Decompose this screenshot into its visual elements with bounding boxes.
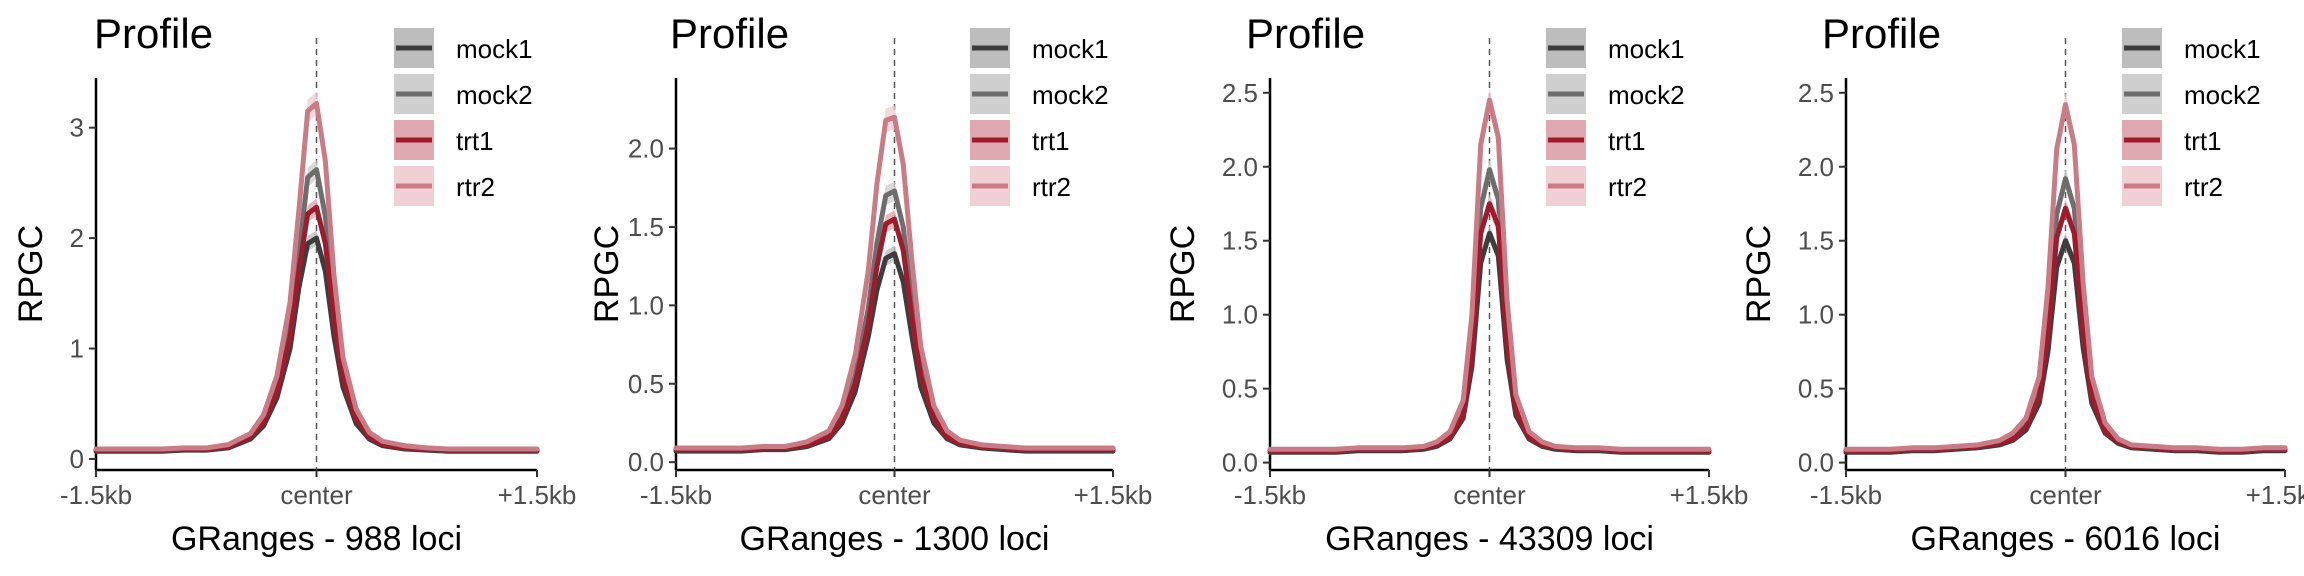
y-axis-label: RPGC bbox=[1740, 225, 1778, 323]
x-tick-label: center bbox=[2029, 480, 2102, 510]
y-axis-label: RPGC bbox=[1164, 225, 1202, 323]
legend-label-mock2: mock2 bbox=[1032, 80, 1109, 110]
legend-label-mock1: mock1 bbox=[1608, 34, 1685, 64]
x-tick-label: -1.5kb bbox=[640, 480, 712, 510]
y-tick-label: 2.0 bbox=[1222, 152, 1258, 182]
y-tick-label: 0.5 bbox=[1222, 374, 1258, 404]
y-tick-label: 1.0 bbox=[1798, 300, 1834, 330]
x-tick-label: +1.5kb bbox=[498, 480, 577, 510]
x-tick-label: center bbox=[1453, 480, 1526, 510]
legend-label-rtr2: rtr2 bbox=[1032, 172, 1071, 202]
legend-label-mock1: mock1 bbox=[2184, 34, 2261, 64]
y-tick-label: 2.0 bbox=[1798, 152, 1834, 182]
series-band-mock1 bbox=[1846, 232, 2285, 455]
legend-label-trt1: trt1 bbox=[1032, 126, 1070, 156]
series-line-rtr2 bbox=[1843, 102, 2288, 452]
y-tick-label: 2.5 bbox=[1222, 78, 1258, 108]
x-tick-label: +1.5kb bbox=[2246, 480, 2304, 510]
y-tick-label: 1.0 bbox=[1222, 300, 1258, 330]
chart-panel-2: Profile 0.0 0.5 1.0 1.5 2.0 -1.5kb center +1.5kb… bbox=[588, 10, 1152, 558]
y-tick-label: 2 bbox=[70, 223, 84, 253]
y-axis-label: RPGC bbox=[12, 225, 50, 323]
y-tick-label: 2.5 bbox=[1798, 78, 1834, 108]
series-line-rtr2 bbox=[1267, 97, 1712, 452]
legend-label-mock2: mock2 bbox=[1608, 80, 1685, 110]
legend-label-trt1: trt1 bbox=[456, 126, 494, 156]
legend-label-mock2: mock2 bbox=[456, 80, 533, 110]
legend-label-rtr2: rtr2 bbox=[1608, 172, 1647, 202]
chart-title: Profile bbox=[1246, 10, 1365, 57]
y-tick-label: 0.0 bbox=[628, 447, 664, 477]
chart-title: Profile bbox=[1822, 10, 1941, 57]
legend-label-trt1: trt1 bbox=[2184, 126, 2222, 156]
y-tick-label: 0 bbox=[70, 444, 84, 474]
y-axis-label: RPGC bbox=[588, 225, 626, 323]
legend-label-mock1: mock1 bbox=[456, 34, 533, 64]
x-tick-label: +1.5kb bbox=[1670, 480, 1749, 510]
x-tick-label: -1.5kb bbox=[1234, 480, 1306, 510]
chart-title: Profile bbox=[670, 10, 789, 57]
y-tick-label: 1 bbox=[70, 334, 84, 364]
series-line-rtr2 bbox=[673, 114, 1116, 451]
y-tick-label: 2.0 bbox=[628, 134, 664, 164]
y-tick-label: 0.0 bbox=[1222, 448, 1258, 478]
y-tick-label: 1.5 bbox=[1222, 226, 1258, 256]
x-axis-label: GRanges - 6016 loci bbox=[1911, 520, 2221, 558]
x-axis-label: GRanges - 1300 loci bbox=[740, 520, 1050, 558]
legend-label-trt1: trt1 bbox=[1608, 126, 1646, 156]
x-axis-label: GRanges - 988 loci bbox=[171, 520, 462, 558]
y-tick-label: 0.5 bbox=[1798, 374, 1834, 404]
chart-panel-1: Profile 0 1 2 3 -1.5kb center +1.5kb GRanges - 9… bbox=[12, 10, 576, 558]
x-axis-label: GRanges - 43309 loci bbox=[1325, 520, 1654, 558]
legend-label-mock2: mock2 bbox=[2184, 80, 2261, 110]
series-line-rtr2 bbox=[93, 100, 540, 452]
x-tick-label: center bbox=[858, 480, 931, 510]
chart-title: Profile bbox=[94, 10, 213, 57]
y-tick-label: 0.0 bbox=[1798, 448, 1834, 478]
legend-label-rtr2: rtr2 bbox=[456, 172, 495, 202]
y-tick-label: 1.0 bbox=[628, 290, 664, 320]
chart-panel-4: Profile 0.0 0.5 1.0 1.5 2.0 2.5 -1.5kb center +1.… bbox=[1740, 10, 2304, 558]
x-tick-label: center bbox=[280, 480, 353, 510]
legend-label-mock1: mock1 bbox=[1032, 34, 1109, 64]
x-tick-label: -1.5kb bbox=[60, 480, 132, 510]
chart-panel-3: Profile 0.0 0.5 1.0 1.5 2.0 2.5 -1.5kb center +1.… bbox=[1164, 10, 1748, 558]
x-tick-label: -1.5kb bbox=[1810, 480, 1882, 510]
y-tick-label: 1.5 bbox=[1798, 226, 1834, 256]
x-tick-label: +1.5kb bbox=[1074, 480, 1153, 510]
y-tick-label: 1.5 bbox=[628, 212, 664, 242]
y-tick-label: 0.5 bbox=[628, 369, 664, 399]
series-band-rtr2 bbox=[676, 105, 1113, 451]
y-tick-label: 3 bbox=[70, 113, 84, 143]
series-line-mock1 bbox=[1267, 230, 1712, 455]
legend-label-rtr2: rtr2 bbox=[2184, 172, 2223, 202]
